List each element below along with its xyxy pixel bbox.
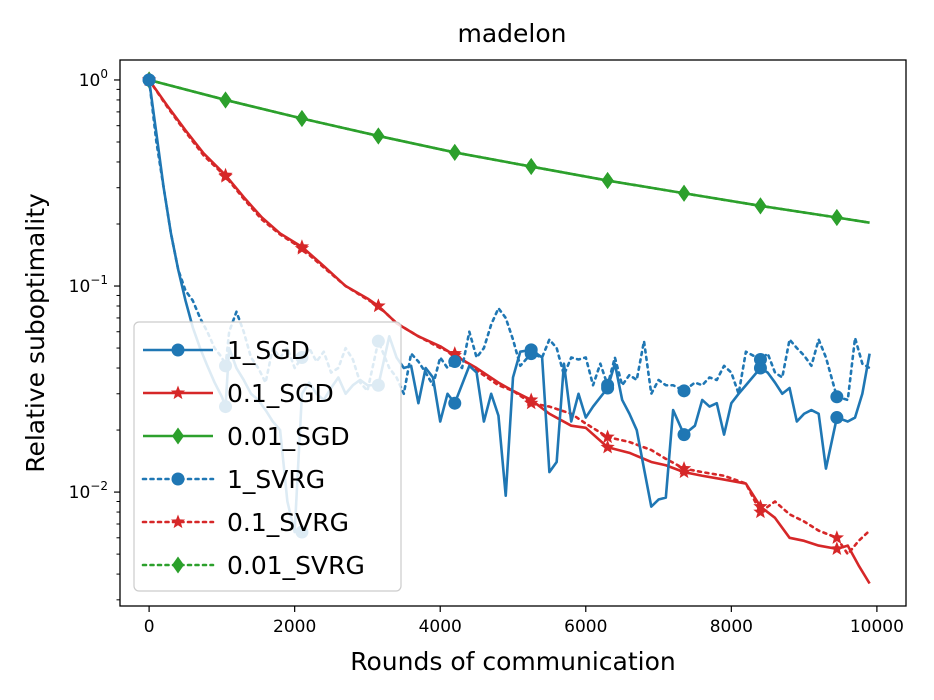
data-point: [830, 411, 844, 425]
data-point: [754, 197, 767, 215]
legend-label: 1_SVRG: [227, 465, 325, 494]
legend-item: 0.01_SGD: [143, 422, 350, 451]
data-point: [677, 384, 691, 398]
data-point: [219, 91, 232, 109]
legend-item: 0.01_SVRG: [141, 551, 365, 580]
legend-marker: [172, 556, 184, 574]
legend-marker: [170, 514, 186, 529]
data-point: [524, 347, 538, 361]
axes-frame: [119, 59, 907, 607]
data-point: [753, 352, 767, 366]
data-point: [601, 378, 615, 392]
data-point: [753, 504, 768, 519]
y-tick-label: 10−2: [69, 479, 108, 503]
data-point: [371, 298, 386, 313]
data-point: [448, 143, 461, 161]
data-point: [601, 172, 614, 190]
data-point: [830, 390, 844, 404]
data-point: [678, 184, 691, 202]
y-axis: 100 10−1 10−2: [69, 67, 120, 601]
data-point: [372, 127, 385, 145]
data-point: [677, 428, 691, 442]
legend-marker: [171, 472, 185, 486]
y-axis-label: Relative suboptimality: [21, 193, 50, 473]
data-point: [524, 395, 539, 410]
legend-label: 0.01_SGD: [227, 422, 350, 451]
data-point: [829, 530, 844, 544]
chart-title: madelon: [457, 19, 566, 48]
data-point: [600, 439, 615, 454]
legend-marker: [172, 427, 184, 445]
data-point: [600, 429, 615, 444]
data-point: [142, 73, 156, 87]
x-tick-label: 2000: [273, 617, 316, 637]
x-tick-label: 10000: [850, 617, 904, 637]
data-point: [294, 241, 310, 255]
series-line: [147, 78, 871, 556]
legend-item: 1_SVRG: [141, 465, 325, 494]
y-tick-label: 10−1: [69, 273, 108, 297]
legend-marker: [170, 385, 186, 400]
data-point: [830, 209, 843, 227]
data-point: [525, 158, 538, 176]
legend-item: 0.1_SVRG: [141, 508, 349, 537]
x-tick-label: 4000: [419, 617, 462, 637]
data-point: [448, 396, 462, 410]
x-axis: 0 2000 4000 6000 8000 10000: [144, 606, 904, 637]
data-point: [295, 110, 308, 128]
x-tick-label: 6000: [564, 617, 607, 637]
legend-label: 1_SGD: [227, 336, 310, 365]
legend-label: 0.01_SVRG: [227, 551, 365, 580]
data-point: [218, 169, 233, 183]
x-tick-label: 0: [144, 617, 155, 637]
data-point: [676, 461, 692, 475]
y-tick-label: 100: [79, 67, 108, 91]
x-axis-label: Rounds of communication: [350, 647, 675, 676]
legend-item: 1_SGD: [143, 336, 310, 365]
legend-marker: [171, 343, 185, 357]
legend: 1_SGD 0.1_SGD 0.01_SGD 1_SVRG 0.1_SVRG 0.01_S…: [133, 321, 402, 592]
legend-label: 0.1_SGD: [227, 379, 334, 408]
legend-box: [133, 321, 402, 592]
data-point: [829, 541, 844, 555]
data-point: [448, 355, 462, 369]
x-tick-label: 8000: [710, 617, 753, 637]
data-point: [447, 346, 462, 360]
legend-item: 0.1_SGD: [143, 379, 334, 408]
legend-label: 0.1_SVRG: [227, 508, 349, 537]
